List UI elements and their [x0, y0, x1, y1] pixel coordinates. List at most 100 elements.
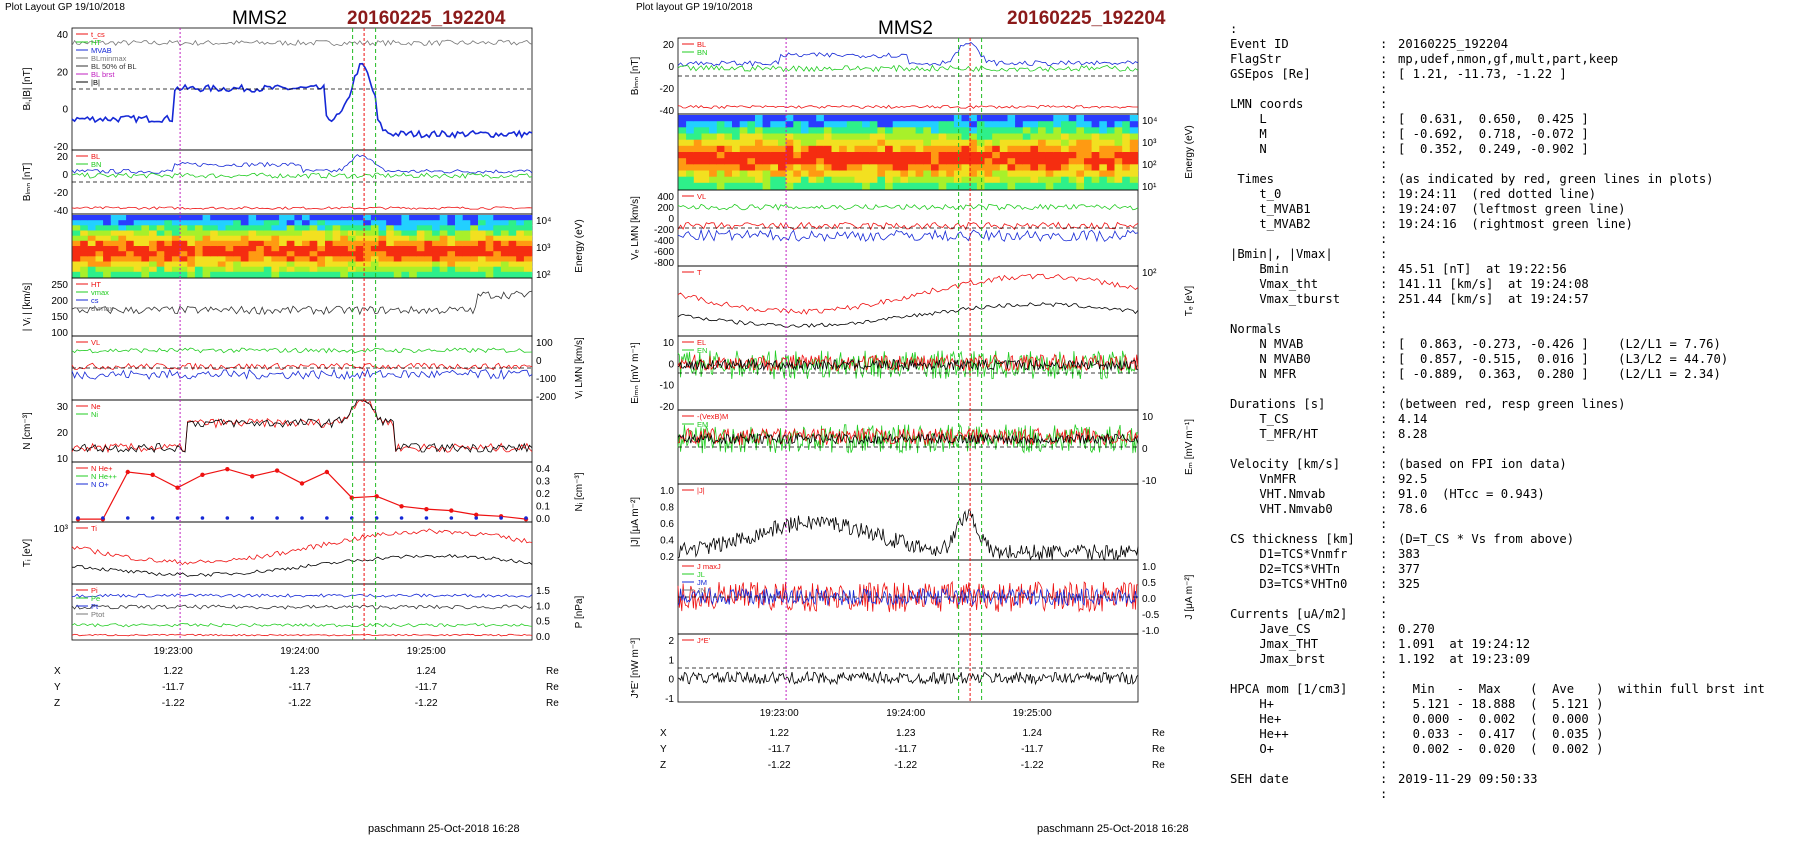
spectrogram-cell [816, 152, 825, 159]
spectrogram-cell [240, 215, 250, 221]
spectrogram-cell [432, 261, 441, 268]
spectrogram-cell [892, 164, 901, 172]
spectrogram-cell [908, 133, 917, 141]
spectrogram-cell [931, 176, 940, 184]
spectrogram-cell [317, 256, 326, 263]
spectrogram-cell [732, 115, 741, 122]
r-pos-name: X [660, 728, 667, 739]
spectrogram-cell [363, 220, 372, 226]
spectrogram-cell [80, 215, 89, 221]
l-ytick-r-p: 0.0 [536, 632, 550, 643]
spectrogram-cell [800, 164, 810, 172]
right-footer: paschmann 25-Oct-2018 16:28 [1037, 823, 1189, 835]
l-ytick-blmn: 20 [57, 152, 69, 163]
info-row: CS thickness [km]: (D=T_CS * Vs from abov… [1230, 532, 1765, 547]
info-key: M [1230, 127, 1267, 141]
spectrogram-cell [716, 164, 726, 172]
l-spectrogram-ispec [72, 215, 533, 278]
spectrogram-cell [762, 127, 771, 135]
spectrogram-cell [816, 127, 825, 135]
spectrogram-cell [95, 235, 104, 242]
spectrogram-cell [233, 251, 242, 257]
spectrogram-cell [194, 220, 204, 226]
l-pos-value: 1.22 [163, 666, 183, 677]
info-colon: : [1380, 262, 1388, 276]
left-plot-header: Plot Layout GP 19/10/2018 [5, 2, 125, 13]
spectrogram-cell [171, 246, 181, 252]
spectrogram-cell [340, 220, 349, 226]
spectrogram-cell [1022, 139, 1032, 147]
spectrogram-cell [1045, 164, 1054, 172]
r-pos-unit: Re [1152, 728, 1165, 739]
spectrogram-cell [885, 170, 894, 178]
spectrogram-cell [877, 170, 886, 178]
spectrogram-cell [739, 152, 748, 159]
spectrogram-cell [409, 261, 418, 268]
info-value: [ 0.352, 0.249, -0.902 ] [1398, 142, 1589, 156]
spectrogram-cell [133, 220, 142, 226]
spectrogram-cell [286, 225, 295, 232]
spectrogram-cell [686, 152, 695, 159]
spectrogram-cell [309, 240, 318, 247]
l-point-NOp [399, 516, 404, 520]
spectrogram-cell [816, 115, 825, 122]
spectrogram-cell [447, 230, 456, 237]
l-ylabel-n: N [cm⁻³] [22, 412, 33, 450]
spectrogram-cell [892, 121, 901, 128]
spectrogram-cell [462, 225, 471, 232]
spectrogram-cell [846, 152, 856, 159]
spectrogram-cell [793, 115, 802, 122]
l-pos-unit: Re [546, 698, 559, 709]
spectrogram-cell [248, 246, 257, 252]
l-pos-value: -11.7 [162, 682, 184, 693]
spectrogram-cell [485, 266, 494, 273]
spectrogram-cell [1007, 139, 1016, 147]
info-key: Event ID [1230, 37, 1289, 51]
spectrogram-cell [325, 256, 334, 263]
spectrogram-cell [187, 240, 196, 247]
spectrogram-cell [816, 158, 825, 165]
spectrogram-cell [309, 215, 318, 221]
l-pos-value: -1.22 [162, 698, 185, 709]
spectrogram-cell [202, 266, 211, 273]
info-value: 1.091 at 19:24:12 [1398, 637, 1531, 651]
r-legend-label-jlmn: JL [697, 570, 705, 579]
spectrogram-cell [1061, 164, 1070, 172]
spectrogram-cell [171, 225, 181, 232]
spectrogram-cell [1122, 164, 1131, 172]
spectrogram-cell [961, 170, 970, 178]
spectrogram-cell [355, 215, 364, 221]
spectrogram-cell [800, 158, 810, 165]
spectrogram-cell [72, 261, 81, 268]
spectrogram-cell [678, 121, 687, 128]
r-legend-label-je: J*E' [697, 636, 711, 645]
spectrogram-cell [1099, 115, 1108, 122]
spectrogram-cell [1068, 152, 1077, 159]
spectrogram-cell [447, 261, 456, 268]
spectrogram-cell [386, 225, 395, 232]
spectrogram-cell [194, 240, 204, 247]
spectrogram-cell [1114, 121, 1123, 128]
spectrogram-cell [1114, 164, 1123, 172]
spectrogram-cell [378, 225, 387, 232]
info-colon: : [1380, 352, 1388, 366]
spectrogram-cell [778, 127, 787, 135]
spectrogram-cell [953, 164, 963, 172]
spectrogram-cell [984, 139, 993, 147]
spectrogram-cell [823, 115, 833, 122]
spectrogram-cell [95, 230, 104, 237]
spectrogram-cell [309, 235, 318, 242]
spectrogram-cell [976, 115, 986, 122]
spectrogram-cell [233, 215, 242, 221]
spectrogram-cell [72, 271, 81, 278]
info-row: VnMFR:92.5 [1230, 472, 1765, 487]
spectrogram-cell [1099, 164, 1108, 172]
spectrogram-cell [900, 158, 909, 165]
spectrogram-cell [309, 266, 318, 273]
spectrogram-cell [839, 145, 848, 153]
spectrogram-cell [1045, 133, 1054, 141]
spectrogram-cell [302, 225, 311, 232]
l-ylabel-blmn: Bₗₘₙ [nT] [22, 163, 33, 202]
r-legend-label-em: EM [697, 420, 708, 429]
spectrogram-cell [862, 139, 871, 147]
